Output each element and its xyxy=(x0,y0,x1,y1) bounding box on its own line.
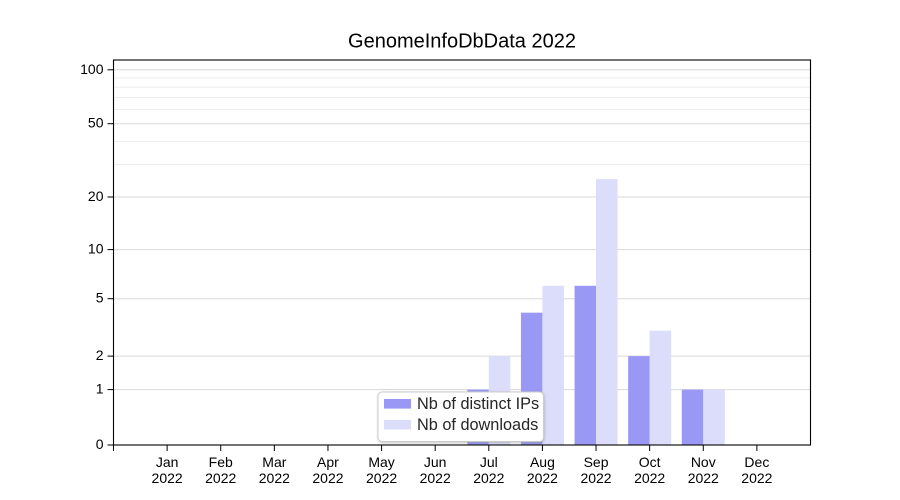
svg-text:2022: 2022 xyxy=(420,470,451,486)
svg-text:Nov: Nov xyxy=(691,454,716,470)
svg-text:5: 5 xyxy=(96,290,104,306)
svg-text:0: 0 xyxy=(96,436,104,452)
svg-text:Nb of downloads: Nb of downloads xyxy=(417,416,538,434)
svg-text:Feb: Feb xyxy=(209,454,233,470)
svg-text:Sep: Sep xyxy=(584,454,609,470)
svg-text:2022: 2022 xyxy=(205,470,236,486)
svg-text:Nb of distinct IPs: Nb of distinct IPs xyxy=(417,395,539,413)
svg-text:100: 100 xyxy=(80,61,104,77)
svg-text:Oct: Oct xyxy=(639,454,661,470)
svg-text:2022: 2022 xyxy=(688,470,719,486)
svg-text:20: 20 xyxy=(88,188,104,204)
svg-text:50: 50 xyxy=(88,115,104,131)
svg-text:Jan: Jan xyxy=(156,454,179,470)
svg-text:Jul: Jul xyxy=(480,454,498,470)
svg-text:Jun: Jun xyxy=(424,454,447,470)
svg-text:Dec: Dec xyxy=(744,454,769,470)
svg-text:GenomeInfoDbData 2022: GenomeInfoDbData 2022 xyxy=(348,31,576,53)
svg-text:2022: 2022 xyxy=(580,470,611,486)
svg-text:Mar: Mar xyxy=(262,454,286,470)
svg-text:1: 1 xyxy=(96,381,104,397)
svg-text:2022: 2022 xyxy=(366,470,397,486)
svg-text:2022: 2022 xyxy=(741,470,772,486)
svg-text:2022: 2022 xyxy=(152,470,183,486)
svg-text:2: 2 xyxy=(96,347,104,363)
svg-text:10: 10 xyxy=(88,241,104,257)
svg-text:2022: 2022 xyxy=(634,470,665,486)
svg-text:Apr: Apr xyxy=(317,454,339,470)
svg-text:2022: 2022 xyxy=(473,470,504,486)
svg-text:2022: 2022 xyxy=(312,470,343,486)
svg-text:Aug: Aug xyxy=(530,454,555,470)
svg-text:May: May xyxy=(368,454,394,470)
svg-text:2022: 2022 xyxy=(527,470,558,486)
svg-text:2022: 2022 xyxy=(259,470,290,486)
